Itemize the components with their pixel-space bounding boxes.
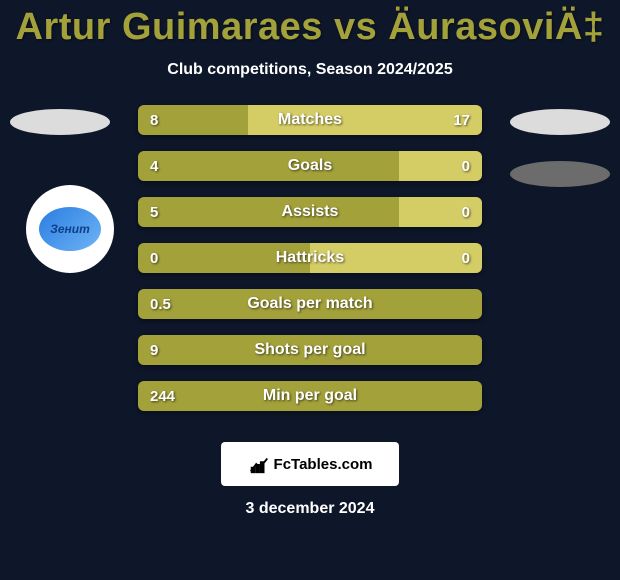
- stat-row: 40Goals: [138, 151, 482, 181]
- stat-bars: 817Matches 40Goals 50Assists 00Hattricks 0.5…: [138, 105, 482, 427]
- stat-row: 244Min per goal: [138, 381, 482, 411]
- stat-bar-left: [138, 243, 310, 273]
- stat-bar-full: [138, 335, 482, 365]
- player-right-avatar: [510, 109, 610, 135]
- stat-bar-right: [399, 151, 482, 181]
- stat-row: 00Hattricks: [138, 243, 482, 273]
- player-left-avatar: [10, 109, 110, 135]
- stat-row: 50Assists: [138, 197, 482, 227]
- stat-row: 9Shots per goal: [138, 335, 482, 365]
- club-left-badge: Зенит: [26, 185, 114, 273]
- stat-bar-right: [248, 105, 482, 135]
- stat-row: 817Matches: [138, 105, 482, 135]
- chart-icon: [248, 453, 270, 475]
- stat-bar-full: [138, 381, 482, 411]
- stat-bar-left: [138, 151, 399, 181]
- stat-bar-full: [138, 289, 482, 319]
- stat-bar-right: [399, 197, 482, 227]
- stat-row: 0.5Goals per match: [138, 289, 482, 319]
- stat-bar-left: [138, 197, 399, 227]
- stat-bar-right: [310, 243, 482, 273]
- footer-date: 3 december 2024: [0, 500, 620, 518]
- watermark-text: FcTables.com: [274, 456, 373, 473]
- stat-bar-left: [138, 105, 248, 135]
- subtitle: Club competitions, Season 2024/2025: [0, 61, 620, 79]
- club-right-badge: [510, 161, 610, 187]
- watermark: FcTables.com: [221, 442, 399, 486]
- page-title: Artur Guimaraes vs ÄurasoviÄ‡: [0, 0, 620, 49]
- club-left-text: Зенит: [39, 207, 101, 251]
